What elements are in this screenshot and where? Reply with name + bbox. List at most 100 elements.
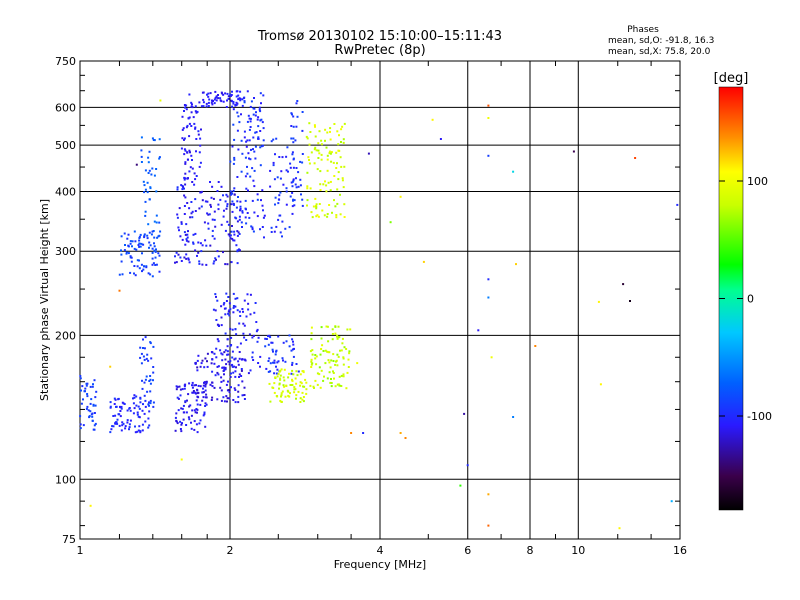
data-point [220, 399, 223, 402]
data-point [311, 216, 314, 219]
data-point [206, 352, 209, 355]
data-point [243, 398, 246, 400]
data-point [237, 395, 240, 398]
data-point [211, 99, 213, 102]
data-point [191, 210, 194, 213]
data-point [191, 384, 193, 387]
data-point [252, 230, 255, 233]
data-point [222, 215, 225, 218]
data-point [143, 358, 146, 361]
data-point [241, 394, 244, 397]
data-point [205, 105, 208, 108]
data-point [599, 383, 602, 386]
data-point [181, 115, 184, 118]
data-point [147, 403, 150, 406]
data-point [141, 387, 144, 390]
data-point [245, 140, 248, 143]
data-point [152, 405, 155, 408]
data-point [148, 404, 150, 407]
data-point [234, 375, 237, 378]
data-point [151, 263, 154, 266]
data-point [149, 375, 152, 377]
data-point [280, 368, 283, 371]
data-point [212, 262, 215, 265]
data-point [155, 248, 157, 251]
data-point [229, 237, 232, 240]
data-point [219, 97, 222, 100]
data-point [233, 193, 236, 196]
data-point [180, 407, 183, 410]
data-point [226, 92, 229, 95]
data-point [279, 191, 282, 194]
data-point [214, 309, 217, 312]
data-point [194, 127, 197, 130]
data-point [330, 378, 332, 380]
data-point [150, 233, 153, 236]
data-point [279, 231, 282, 234]
data-point [342, 357, 345, 360]
data-point [311, 349, 314, 352]
data-point [190, 201, 193, 203]
data-point [126, 237, 129, 240]
x-tick-label: 4 [377, 544, 384, 557]
data-point [295, 102, 298, 105]
data-point [330, 382, 333, 384]
data-point [154, 250, 157, 253]
data-point [230, 261, 233, 264]
data-point [248, 139, 251, 142]
data-point [329, 180, 332, 183]
data-point [249, 313, 252, 316]
data-point [176, 186, 179, 189]
data-point [133, 265, 136, 267]
data-point [226, 345, 229, 348]
data-point [118, 424, 121, 427]
data-point [200, 362, 203, 365]
data-point [312, 385, 315, 388]
data-point [330, 151, 333, 154]
data-point [283, 379, 286, 382]
data-point [128, 426, 131, 429]
data-point [233, 156, 236, 159]
data-point [135, 163, 138, 166]
data-point [183, 187, 185, 190]
data-point [272, 138, 275, 141]
data-point [253, 311, 256, 314]
data-point [186, 399, 188, 402]
data-point [134, 274, 137, 277]
data-point [282, 359, 284, 362]
data-point [126, 419, 129, 422]
data-point [341, 337, 344, 340]
data-point [109, 401, 112, 404]
data-point [273, 391, 276, 394]
data-point [244, 175, 247, 178]
data-point [342, 356, 345, 359]
data-point [197, 384, 200, 387]
data-point [241, 104, 244, 107]
data-point [227, 95, 230, 98]
y-tick-label: 300 [55, 245, 76, 258]
data-point [196, 254, 198, 257]
data-point [121, 273, 124, 276]
data-point [190, 421, 192, 424]
data-point [225, 106, 228, 108]
data-point [292, 115, 295, 118]
data-point [184, 106, 186, 109]
data-point [229, 376, 232, 378]
data-point [214, 225, 217, 228]
data-point [334, 363, 337, 366]
data-point [91, 419, 94, 422]
data-point [223, 368, 226, 371]
data-point [149, 402, 152, 405]
data-point [332, 161, 335, 164]
data-point [313, 387, 315, 389]
data-point [135, 404, 138, 407]
data-point [226, 99, 228, 102]
data-point [217, 208, 220, 211]
data-point [143, 184, 146, 187]
data-point [129, 419, 132, 422]
data-point [131, 240, 134, 243]
data-point [205, 380, 208, 383]
data-point [249, 293, 252, 296]
data-point [275, 365, 277, 368]
data-point [254, 114, 257, 117]
